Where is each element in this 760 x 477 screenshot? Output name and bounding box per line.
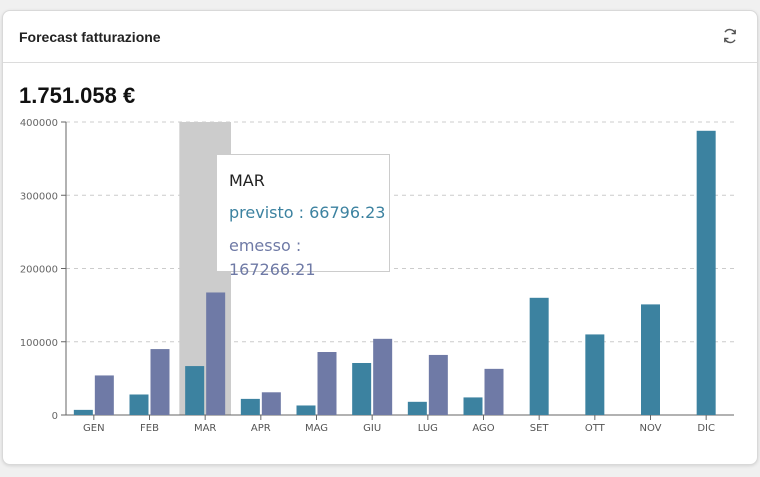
x-tick-label: SET bbox=[530, 423, 550, 434]
bar-previsto-nov bbox=[641, 304, 660, 415]
tooltip-month: MAR bbox=[229, 171, 265, 190]
bar-previsto-set bbox=[529, 297, 549, 415]
refresh-icon bbox=[724, 28, 736, 44]
refresh-button[interactable] bbox=[721, 27, 739, 45]
y-tick-label: 100000 bbox=[20, 338, 58, 349]
bar-emesso-gen bbox=[94, 375, 114, 415]
bar-previsto-dic bbox=[696, 130, 716, 416]
bar-previsto-gen bbox=[73, 409, 93, 415]
x-tick-label: GEN bbox=[83, 423, 105, 434]
bar-previsto-apr bbox=[240, 398, 260, 415]
bar-emesso-mag bbox=[317, 352, 337, 415]
x-tick-label: AGO bbox=[472, 423, 494, 434]
x-tick-label: LUG bbox=[418, 423, 438, 434]
bar-previsto-ott bbox=[585, 334, 605, 415]
x-tick-label: APR bbox=[251, 423, 271, 434]
tooltip-emesso: emesso : 167266.21 bbox=[229, 236, 316, 279]
y-tick-label: 400000 bbox=[20, 118, 58, 129]
bar-previsto-mag bbox=[296, 405, 316, 415]
bar-previsto-ago bbox=[463, 397, 483, 415]
bar-emesso-giu bbox=[373, 338, 393, 415]
x-tick-label: OTT bbox=[585, 423, 606, 434]
forecast-total: 1.751.058 € bbox=[19, 83, 136, 108]
x-tick-label: GIU bbox=[363, 423, 381, 434]
bar-emesso-feb bbox=[150, 349, 170, 415]
card-title: Forecast fatturazione bbox=[19, 29, 161, 45]
bar-emesso-mar bbox=[206, 292, 226, 415]
x-tick-label: MAG bbox=[305, 423, 328, 434]
y-tick-label: 0 bbox=[52, 411, 58, 422]
y-tick-label: 300000 bbox=[20, 191, 58, 202]
x-tick-label: FEB bbox=[140, 423, 159, 434]
bar-emesso-lug bbox=[428, 354, 448, 415]
bar-previsto-giu bbox=[352, 362, 372, 415]
x-tick-label: MAR bbox=[194, 423, 216, 434]
bar-previsto-lug bbox=[407, 401, 427, 415]
tooltip-previsto: previsto : 66796.23 bbox=[229, 203, 386, 222]
x-tick-label: DIC bbox=[697, 423, 715, 434]
bar-emesso-ago bbox=[484, 368, 504, 415]
chart-tooltip: MAR previsto : 66796.23 emesso : 167266.… bbox=[216, 154, 390, 279]
y-tick-label: 200000 bbox=[20, 265, 58, 276]
x-tick-label: NOV bbox=[639, 423, 661, 434]
card-header: Forecast fatturazione bbox=[3, 11, 757, 63]
bar-previsto-mar bbox=[185, 366, 205, 415]
bar-previsto-feb bbox=[129, 394, 149, 415]
bar-emesso-apr bbox=[261, 392, 281, 415]
